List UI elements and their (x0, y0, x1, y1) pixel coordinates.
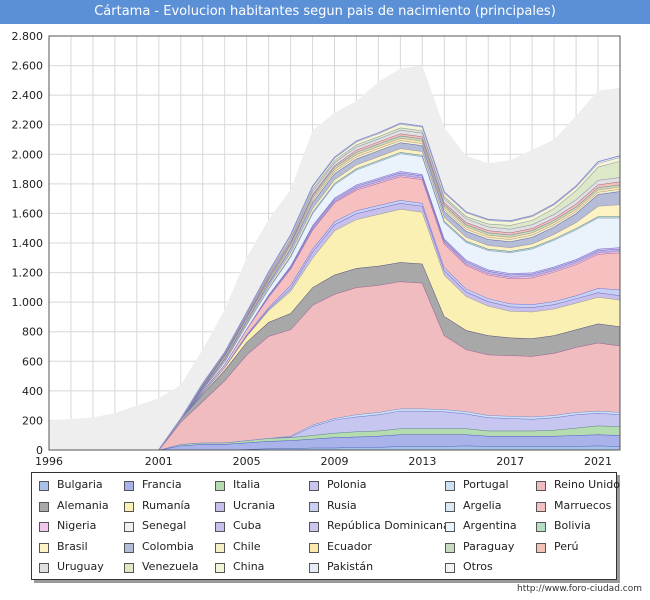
legend-label: República Dominicana (327, 519, 450, 532)
x-tick-label: 2017 (496, 455, 524, 468)
legend-label: Bulgaria (57, 478, 103, 491)
y-tick-label: 800 (22, 326, 43, 339)
x-tick-label: 2001 (145, 455, 173, 468)
stacked-area-chart: 0 200 400 600 800 1.000 1.200 1.400 1.600 1.800 2.… (12, 30, 621, 468)
y-tick-label: 200 (22, 414, 43, 427)
source-credit: http://www.foro-ciudad.com (517, 584, 642, 594)
legend-swatch (309, 563, 319, 573)
legend-swatch (215, 522, 225, 532)
x-tick-label: 1996 (35, 455, 63, 468)
legend-label: Senegal (142, 519, 187, 532)
legend-label: Alemania (57, 498, 109, 512)
legend-label: Ucrania (233, 498, 276, 512)
y-tick-label: 1.600 (12, 207, 44, 220)
y-tick-label: 1.000 (12, 296, 44, 309)
legend-label: Marruecos (554, 498, 612, 512)
legend-label: Ecuador (327, 539, 372, 553)
legend-label: Portugal (463, 478, 509, 491)
legend-label: Reino Unido (554, 478, 620, 491)
legend-swatch (215, 563, 225, 573)
y-tick-label: 2.000 (12, 148, 44, 161)
y-tick-label: 2.200 (12, 119, 44, 132)
legend-swatch (39, 481, 49, 491)
x-tick-label: 2021 (584, 455, 612, 468)
chart-title: Cártama - Evolucion habitantes segun pai… (0, 0, 650, 24)
y-tick-label: 1.400 (12, 237, 44, 250)
legend-swatch (309, 522, 319, 532)
x-tick-label: 2005 (233, 455, 261, 468)
legend-label: Colombia (142, 539, 194, 553)
legend-label: Polonia (327, 478, 367, 491)
legend-swatch (124, 563, 134, 573)
legend-swatch (445, 481, 455, 491)
legend-label: Perú (554, 539, 579, 553)
legend-swatch (215, 542, 225, 553)
y-tick-label: 2.800 (12, 30, 44, 43)
legend-label: Brasil (57, 539, 88, 553)
legend-swatch (39, 563, 49, 573)
legend-swatch (39, 522, 49, 532)
legend-swatch (124, 522, 134, 532)
legend-swatch (215, 481, 225, 491)
legend-label: Francia (142, 478, 182, 491)
area-reino-unido (49, 281, 620, 450)
legend-label: Otros (463, 560, 493, 573)
y-tick-label: 600 (22, 355, 43, 368)
area-rumania (49, 208, 620, 450)
legend-label: Argelia (463, 498, 502, 512)
legend-swatch (445, 522, 455, 532)
legend-swatch (445, 542, 455, 553)
legend-label: China (233, 560, 265, 573)
y-tick-label: 1.200 (12, 267, 44, 280)
legend-swatch (309, 481, 319, 491)
legend-swatch (39, 501, 49, 512)
legend-label: Bolivia (554, 519, 591, 532)
legend-swatch (445, 501, 455, 512)
legend-label: Rusia (327, 498, 357, 512)
legend-swatch (536, 542, 546, 553)
area-italia (49, 425, 620, 450)
y-tick-label: 400 (22, 385, 43, 398)
x-tick-label: 2009 (321, 455, 349, 468)
legend-label: Rumanía (142, 498, 191, 512)
legend-swatch (124, 501, 134, 512)
plot-frame (48, 35, 621, 451)
y-tick-label: 1.800 (12, 178, 44, 191)
chart-legend: Bulgaria Francia Italia Polonia Portugal Rein… (31, 472, 620, 580)
legend-swatch (309, 542, 319, 553)
y-tick-label: 2.600 (12, 60, 44, 73)
legend-label: Italia (233, 478, 261, 491)
legend-label: Cuba (233, 519, 262, 532)
legend-label: Paraguay (463, 539, 515, 553)
legend-swatch (536, 522, 546, 532)
legend-label: Pakistán (327, 560, 374, 573)
legend-label: Venezuela (142, 560, 199, 573)
x-tick-label: 2013 (408, 455, 436, 468)
legend-label: Uruguay (57, 560, 104, 573)
legend-swatch (309, 501, 319, 512)
line-pakistan (49, 122, 621, 451)
legend-label: Chile (233, 539, 261, 553)
legend-swatch (215, 501, 225, 512)
legend-swatch (39, 542, 49, 553)
legend-label: Argentina (463, 519, 517, 532)
legend-swatch (445, 563, 455, 573)
legend-swatch (124, 542, 134, 553)
area-francia (49, 434, 620, 450)
legend-swatch (536, 481, 546, 491)
legend-swatch (536, 501, 546, 512)
legend-label: Nigeria (57, 519, 97, 532)
y-tick-label: 2.400 (12, 89, 44, 102)
y-tick-label: 0 (36, 444, 43, 457)
legend-swatch (124, 481, 134, 491)
area-polonia (49, 410, 620, 450)
